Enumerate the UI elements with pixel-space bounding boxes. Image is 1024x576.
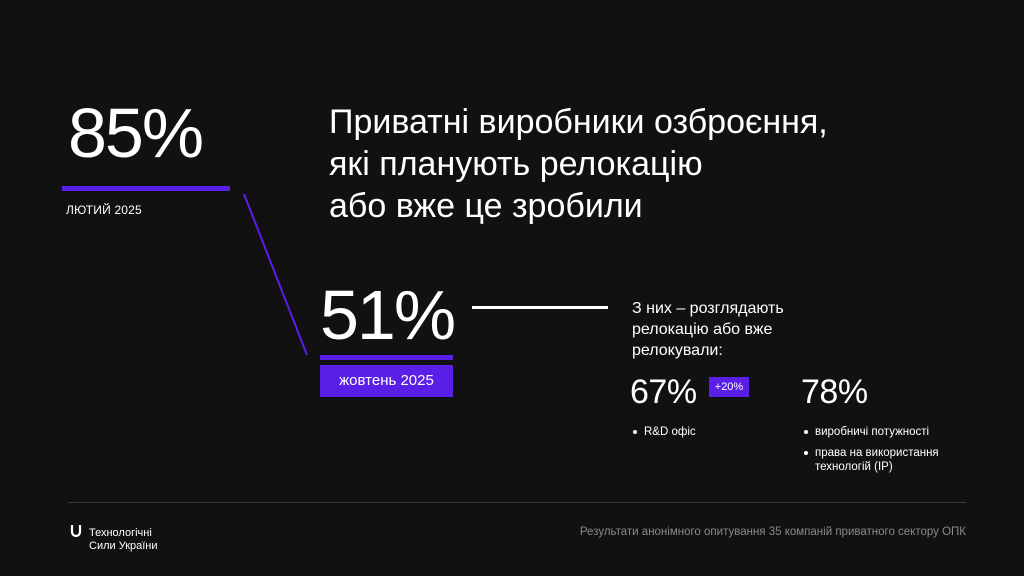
rd-office-list: R&D офіс <box>632 425 782 446</box>
stat-february-date: ЛЮТИЙ 2025 <box>66 203 142 217</box>
stat-october-value: 51% <box>320 276 456 354</box>
footer-source-note: Результати анонімного опитування 35 комп… <box>579 526 966 538</box>
list-item: права на використання технологій (IP) <box>803 446 973 474</box>
stat-october-bar <box>320 355 453 360</box>
logo-line-2: Сили України <box>89 540 158 552</box>
stat-february-bar <box>62 186 230 191</box>
footer-divider <box>68 502 966 503</box>
logo-u-icon <box>70 525 82 538</box>
production-list: виробничі потужності права на використан… <box>803 425 973 481</box>
page-title-line-1: Приватні виробники озброєння, <box>329 103 828 141</box>
stat-february-value: 85% <box>68 94 204 172</box>
page-title-line-3: або вже це зробили <box>329 187 643 225</box>
rd-office-delta-badge: +20% <box>709 377 749 397</box>
breakdown-connector <box>472 306 608 309</box>
breakdown-intro: З них – розглядають релокацію або вже ре… <box>632 300 784 359</box>
list-item: виробничі потужності <box>803 425 973 439</box>
page-title-line-2: які планують релокацію <box>329 145 703 183</box>
page-title: Приватні виробники озброєння, які планую… <box>329 101 929 227</box>
logo-line-1: Технологічні <box>89 527 152 539</box>
stat-october-date-badge: жовтень 2025 <box>320 365 453 397</box>
production-value: 78% <box>801 373 868 411</box>
list-item: R&D офіс <box>632 425 782 439</box>
rd-office-value: 67% <box>630 373 697 411</box>
logo-text: Технологічні Сили України <box>89 527 158 553</box>
